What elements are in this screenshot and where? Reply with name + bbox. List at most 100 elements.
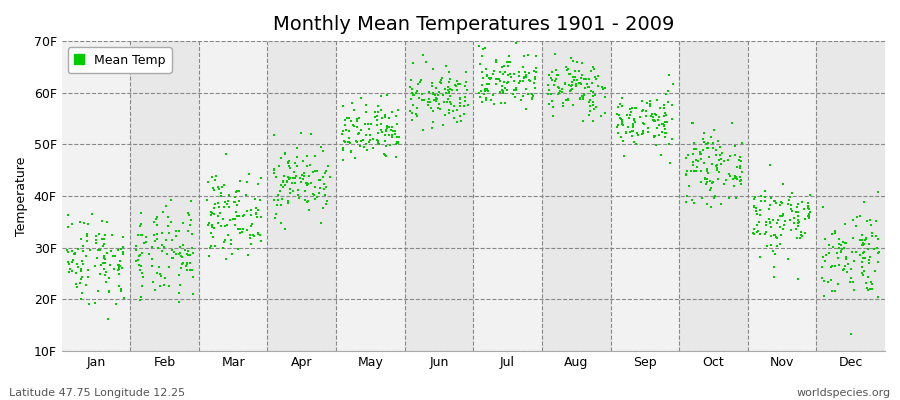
Point — [371, 108, 385, 115]
Point — [773, 202, 788, 208]
Point — [598, 94, 612, 100]
Point — [79, 231, 94, 237]
Point — [727, 152, 742, 158]
Point — [317, 186, 331, 192]
Point — [206, 225, 220, 231]
Point — [204, 174, 219, 180]
Point — [730, 164, 744, 170]
Point — [60, 223, 75, 230]
Point — [637, 121, 652, 128]
Point — [498, 85, 512, 91]
Point — [621, 123, 635, 130]
Point — [453, 103, 467, 110]
Point — [114, 288, 129, 294]
Point — [838, 221, 852, 228]
Point — [480, 73, 494, 79]
Point — [232, 188, 247, 194]
Point — [864, 280, 878, 287]
Point — [750, 229, 764, 236]
Point — [475, 46, 490, 52]
Point — [98, 260, 112, 266]
Point — [382, 114, 396, 121]
Point — [768, 198, 782, 204]
Point — [639, 113, 653, 120]
Point — [694, 179, 708, 186]
Point — [290, 154, 304, 160]
Point — [770, 235, 784, 241]
Point — [580, 81, 595, 87]
Point — [226, 198, 240, 205]
Point — [680, 168, 694, 174]
Point — [565, 74, 580, 80]
Point — [180, 251, 194, 257]
Point — [582, 99, 597, 105]
Point — [94, 262, 108, 268]
Point — [174, 253, 188, 260]
Point — [800, 200, 814, 206]
Point — [354, 127, 368, 133]
Point — [729, 174, 743, 180]
Point — [733, 154, 747, 160]
Text: worldspecies.org: worldspecies.org — [796, 388, 891, 398]
Point — [185, 274, 200, 280]
Point — [403, 108, 418, 114]
Point — [825, 262, 840, 269]
Point — [231, 226, 246, 232]
Point — [316, 148, 330, 154]
Point — [249, 205, 264, 211]
Point — [359, 132, 374, 138]
Point — [75, 289, 89, 296]
Point — [586, 63, 600, 70]
Point — [699, 166, 714, 173]
Point — [135, 249, 149, 256]
Point — [349, 138, 364, 144]
Point — [70, 246, 85, 252]
Point — [214, 184, 229, 190]
Point — [414, 77, 428, 84]
Point — [185, 250, 200, 256]
Point — [549, 67, 563, 73]
Point — [728, 143, 742, 150]
Point — [132, 296, 147, 303]
Point — [342, 135, 356, 142]
Point — [308, 196, 322, 202]
Point — [560, 67, 574, 73]
Point — [472, 61, 487, 67]
Point — [441, 86, 455, 93]
Point — [713, 144, 727, 151]
Point — [587, 66, 601, 72]
Point — [239, 226, 254, 233]
Point — [870, 259, 885, 266]
Point — [73, 280, 87, 286]
Point — [172, 282, 186, 288]
Point — [266, 197, 281, 204]
Point — [157, 244, 171, 250]
Point — [160, 222, 175, 229]
Point — [185, 245, 200, 251]
Point — [768, 251, 782, 257]
Point — [344, 148, 358, 154]
Point — [216, 239, 230, 245]
Point — [791, 223, 806, 229]
Point — [405, 60, 419, 66]
Point — [479, 66, 493, 72]
Point — [134, 210, 148, 216]
Point — [337, 138, 351, 144]
Point — [298, 180, 312, 186]
Point — [714, 161, 728, 167]
Point — [518, 74, 532, 80]
Point — [241, 170, 256, 177]
Point — [389, 112, 403, 119]
Point — [205, 210, 220, 216]
Point — [544, 98, 559, 104]
Point — [485, 71, 500, 77]
Point — [773, 240, 788, 247]
Point — [711, 169, 725, 175]
Point — [130, 243, 144, 249]
Point — [542, 86, 556, 93]
Point — [757, 188, 771, 195]
Point — [319, 201, 333, 208]
Point — [753, 207, 768, 213]
Point — [636, 120, 651, 126]
Point — [151, 245, 166, 252]
